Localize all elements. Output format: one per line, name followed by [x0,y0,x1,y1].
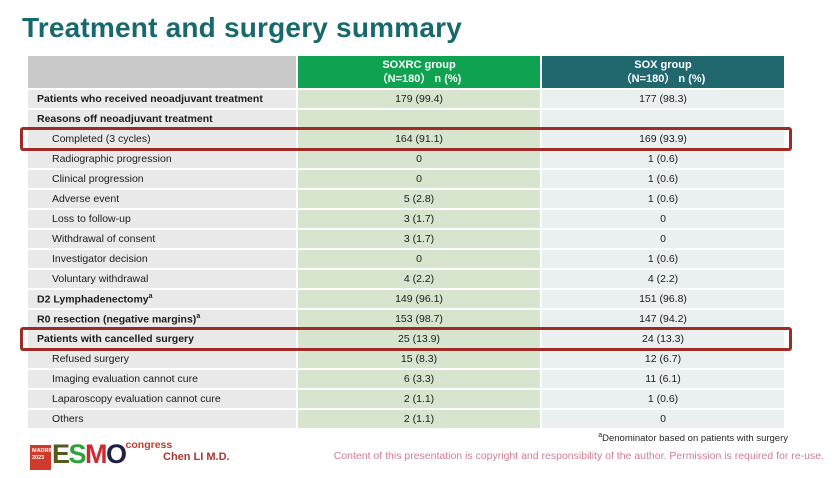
soxrc-value: 25 (13.9) [298,330,540,348]
sox-value: 0 [542,230,784,248]
page-title: Treatment and surgery summary [22,12,462,43]
copyright-notice: Content of this presentation is copyrigh… [333,450,824,462]
congress-label: congress [125,439,173,451]
row-label: Adverse event [28,190,296,208]
table-row: Others 2 (1.1) 0 [28,410,784,428]
treatment-surgery-table: SOXRC group （N=180） n (%) SOX group （N=1… [26,54,786,430]
sox-value: 1 (0.6) [542,190,784,208]
table-row: R0 resection (negative margins)a 153 (98.… [28,310,784,328]
logo-year: 2023 [32,455,45,462]
column-subtitle: （N=180） n (%) [376,73,462,85]
row-label: Laparoscopy evaluation cannot cure [28,390,296,408]
soxrc-value: 0 [298,250,540,268]
sox-value: 1 (0.6) [542,170,784,188]
table-row: Clinical progression 0 1 (0.6) [28,170,784,188]
row-label: Reasons off neoadjuvant treatment [28,110,296,128]
esmo-congress-logo: MADRID 2023 E S M O congress [30,437,172,470]
sox-value: 177 (98.3) [542,90,784,108]
sox-value: 0 [542,210,784,228]
row-label: Radiographic progression [28,150,296,168]
table-row: Patients who received neoadjuvant treatm… [28,90,784,108]
table-row: Investigator decision 0 1 (0.6) [28,250,784,268]
sox-value: 151 (96.8) [542,290,784,308]
header-cell-sox-group: SOX group （N=180） n (%) [542,56,784,88]
sox-value: 1 (0.6) [542,250,784,268]
row-label: Others [28,410,296,428]
soxrc-value [298,110,540,128]
table-row: Loss to follow-up 3 (1.7) 0 [28,210,784,228]
logo-city: MADRID [32,448,54,454]
sox-value: 1 (0.6) [542,390,784,408]
row-label: D2 Lymphadenectomya [28,290,296,308]
sox-value: 0 [542,410,784,428]
footnote-marker: a [598,432,603,439]
row-label: Withdrawal of consent [28,230,296,248]
soxrc-value: 3 (1.7) [298,230,540,248]
soxrc-value: 164 (91.1) [298,130,540,148]
soxrc-value: 3 (1.7) [298,210,540,228]
soxrc-value: 153 (98.7) [298,310,540,328]
sox-value: 169 (93.9) [542,130,784,148]
footnote-marker: a [148,292,153,300]
row-label: Refused surgery [28,350,296,368]
table-footnote: aDenominator based on patients with surg… [598,432,788,445]
row-label: Clinical progression [28,170,296,188]
row-label: Patients with cancelled surgery [28,330,296,348]
sox-value: 1 (0.6) [542,150,784,168]
soxrc-value: 4 (2.2) [298,270,540,288]
esmo-wordmark: E S M O [52,439,127,469]
table-row: D2 Lymphadenectomya 149 (96.1) 151 (96.8) [28,290,784,308]
soxrc-value: 2 (1.1) [298,410,540,428]
row-label: Patients who received neoadjuvant treatm… [28,90,296,108]
author-credit: Chen LI M.D. [163,451,230,463]
sox-value: 24 (13.3) [542,330,784,348]
table-row: Radiographic progression 0 1 (0.6) [28,150,784,168]
sox-value: 4 (2.2) [542,270,784,288]
soxrc-value: 0 [298,170,540,188]
soxrc-value: 6 (3.3) [298,370,540,388]
sox-value [542,110,784,128]
row-label: Imaging evaluation cannot cure [28,370,296,388]
row-label: Completed (3 cycles) [28,130,296,148]
table-row: Withdrawal of consent 3 (1.7) 0 [28,230,784,248]
table-row: Refused surgery 15 (8.3) 12 (6.7) [28,350,784,368]
table-row: Reasons off neoadjuvant treatment [28,110,784,128]
table-row: Laparoscopy evaluation cannot cure 2 (1.1… [28,390,784,408]
soxrc-value: 149 (96.1) [298,290,540,308]
header-cell-empty [28,56,296,88]
row-label: Loss to follow-up [28,210,296,228]
table-row: Imaging evaluation cannot cure 6 (3.3) 11 … [28,370,784,388]
column-title: SOX group [634,58,692,71]
table-header-row: SOXRC group （N=180） n (%) SOX group （N=1… [28,56,784,88]
row-label: R0 resection (negative margins)a [28,310,296,328]
column-subtitle: （N=180） n (%) [620,73,706,85]
row-label: Investigator decision [28,250,296,268]
header-cell-soxrc-group: SOXRC group （N=180） n (%) [298,56,540,88]
row-label: Voluntary withdrawal [28,270,296,288]
madrid-2023-badge: MADRID 2023 [30,445,54,470]
soxrc-value: 179 (99.4) [298,90,540,108]
soxrc-value: 0 [298,150,540,168]
soxrc-value: 2 (1.1) [298,390,540,408]
soxrc-value: 5 (2.8) [298,190,540,208]
soxrc-value: 15 (8.3) [298,350,540,368]
table-row: Voluntary withdrawal 4 (2.2) 4 (2.2) [28,270,784,288]
column-title: SOXRC group [382,58,456,71]
summary-table: SOXRC group （N=180） n (%) SOX group （N=1… [26,54,786,430]
sox-value: 12 (6.7) [542,350,784,368]
table-row: Adverse event 5 (2.8) 1 (0.6) [28,190,784,208]
sox-value: 147 (94.2) [542,310,784,328]
footnote-marker: a [196,312,201,320]
sox-value: 11 (6.1) [542,370,784,388]
table-row: Patients with cancelled surgery 25 (13.9)… [28,330,784,348]
table-row: Completed (3 cycles) 164 (91.1) 169 (93.9) [28,130,784,148]
